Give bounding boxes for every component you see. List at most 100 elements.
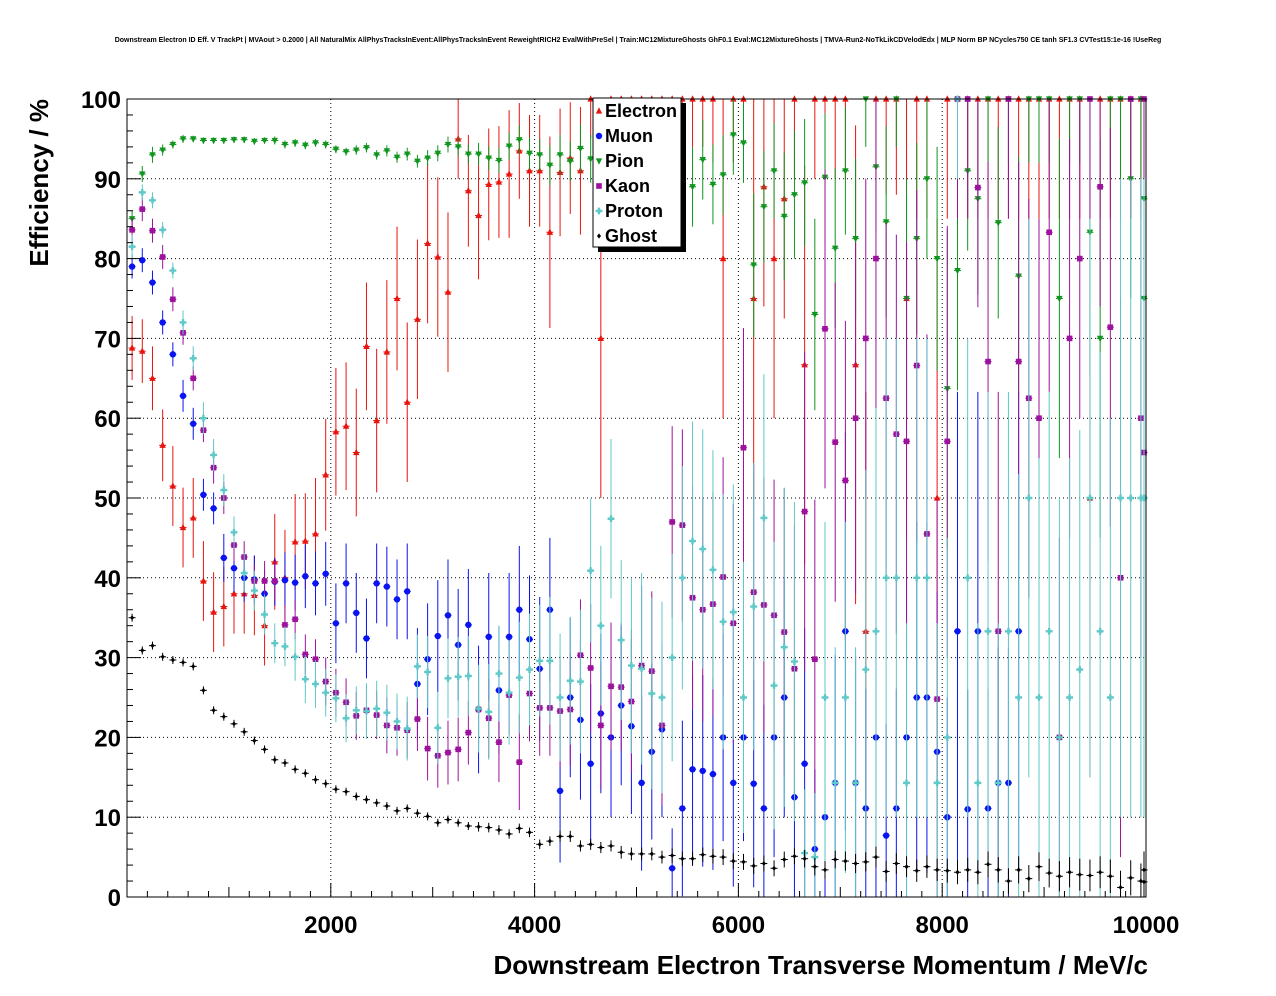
point-marker — [577, 678, 584, 685]
data-point — [668, 553, 676, 762]
point-marker — [211, 707, 216, 713]
data-point — [332, 367, 340, 496]
data-point — [189, 135, 197, 143]
point-marker — [373, 580, 380, 587]
point-marker — [434, 724, 442, 732]
point-marker — [1015, 95, 1022, 102]
point-marker — [658, 694, 666, 701]
data-point — [210, 137, 218, 145]
point-marker — [342, 580, 350, 587]
point-marker — [923, 574, 931, 582]
point-marker — [842, 95, 849, 102]
point-marker — [719, 254, 727, 262]
point-marker — [772, 865, 777, 871]
point-marker — [505, 170, 513, 177]
data-point — [159, 310, 167, 335]
data-point — [505, 132, 513, 160]
point-marker — [812, 656, 818, 662]
point-marker — [994, 779, 1002, 787]
data-point — [505, 829, 513, 839]
point-marker — [302, 573, 309, 580]
data-point — [974, 860, 982, 885]
point-marker — [629, 851, 634, 857]
point-marker — [220, 137, 228, 145]
point-marker — [496, 827, 501, 833]
point-marker — [189, 354, 197, 362]
data-point — [393, 226, 401, 371]
point-marker — [954, 628, 961, 635]
point-marker — [373, 416, 380, 424]
data-point — [607, 438, 615, 599]
point-marker — [169, 482, 177, 489]
point-marker — [668, 654, 676, 662]
data-point — [526, 613, 534, 726]
data-point — [210, 572, 218, 653]
data-point — [291, 138, 299, 147]
data-point — [1076, 99, 1084, 419]
y-tick-label: 40 — [94, 566, 121, 593]
point-marker — [140, 647, 145, 654]
point-marker — [354, 793, 359, 800]
data-point — [587, 498, 595, 643]
point-marker — [812, 864, 817, 870]
point-marker — [302, 651, 309, 658]
data-point — [1096, 99, 1104, 307]
point-marker — [833, 856, 838, 863]
point-marker — [505, 143, 513, 150]
point-marker — [730, 779, 737, 787]
point-marker — [1076, 666, 1084, 673]
data-point — [444, 815, 452, 824]
data-point — [169, 262, 177, 279]
point-marker — [190, 375, 197, 382]
data-point — [159, 221, 167, 238]
point-marker — [924, 864, 929, 870]
point-marker — [159, 147, 166, 154]
point-marker — [709, 95, 717, 102]
point-marker — [374, 800, 379, 806]
data-point — [250, 138, 258, 146]
data-point — [678, 720, 686, 897]
point-marker — [843, 858, 848, 864]
data-point — [709, 849, 717, 864]
point-marker — [414, 158, 421, 166]
data-point — [322, 140, 330, 149]
legend-label: Ghost — [605, 226, 657, 246]
data-point — [862, 852, 870, 872]
data-point — [444, 720, 452, 785]
data-point — [617, 845, 625, 859]
point-marker — [495, 157, 503, 165]
data-point — [189, 346, 197, 371]
point-marker — [1026, 876, 1031, 882]
data-point — [362, 282, 370, 411]
point-marker — [495, 178, 503, 185]
point-marker — [893, 96, 900, 103]
point-marker — [1076, 255, 1083, 262]
point-marker — [373, 152, 380, 159]
data-point — [1086, 218, 1094, 778]
point-marker — [261, 611, 268, 618]
data-point — [984, 851, 992, 878]
point-marker — [781, 213, 788, 221]
data-point — [933, 146, 941, 371]
point-marker — [730, 132, 737, 139]
data-point — [281, 758, 289, 767]
point-marker — [303, 770, 308, 776]
data-point — [964, 338, 972, 818]
data-point — [485, 146, 493, 171]
point-marker — [313, 777, 318, 783]
point-marker — [1118, 884, 1123, 891]
data-point — [332, 674, 340, 723]
point-marker — [526, 666, 533, 673]
point-marker — [322, 689, 330, 697]
data-point — [801, 351, 809, 672]
point-marker — [944, 95, 951, 102]
point-marker — [1025, 494, 1033, 502]
point-marker — [517, 825, 522, 831]
point-marker — [507, 831, 512, 837]
data-point — [821, 169, 829, 489]
point-marker — [568, 833, 573, 839]
chart-title: Downstream Electron ID Eff. V TrackPt | … — [115, 37, 1162, 44]
point-marker — [1127, 494, 1135, 502]
data-point — [638, 573, 646, 765]
point-marker — [516, 606, 523, 613]
